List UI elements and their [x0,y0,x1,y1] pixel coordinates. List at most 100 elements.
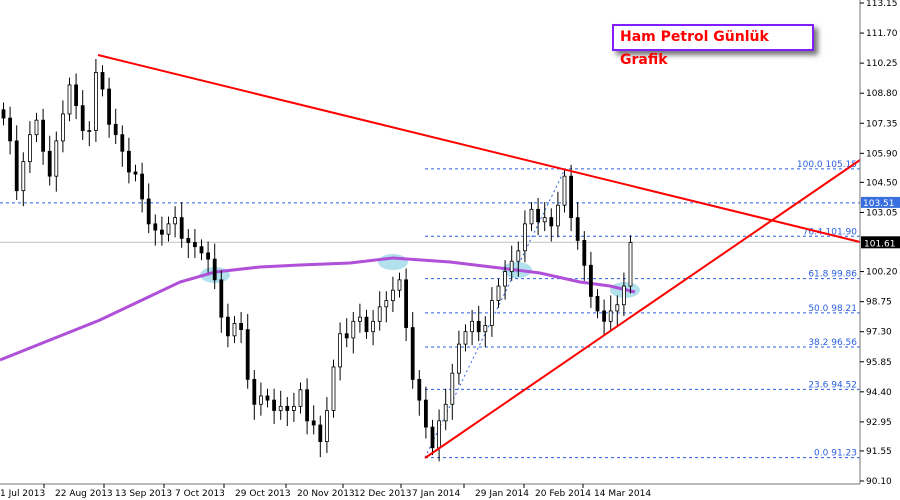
candle-body [470,320,475,333]
candle-body [1,109,6,119]
candle-body [265,395,270,401]
candle-body [179,217,184,239]
fib-level-label: 38.2 96.56 [808,338,857,348]
candle-body [14,140,19,192]
candle-body [27,134,32,163]
current-price-label: 101.61 [864,239,896,249]
candle-body [450,372,455,405]
candle-body [34,119,39,136]
candle-body [410,327,415,380]
price-tick-label: 94.40 [866,388,892,398]
price-tick-label: 98.75 [866,298,892,308]
price-tick-label: 113.15 [866,0,898,9]
price-tick-label: 95.85 [866,358,892,368]
fib-level-label: 50.0 98.21 [808,304,857,314]
ascending-trendline [424,159,861,459]
candle-body [212,258,217,281]
candle-body [489,300,494,326]
candle-body [258,395,263,405]
candle-body [430,426,435,449]
fib-level-label: 61.8 99.86 [808,270,857,280]
time-tick-label: 1 Jul 2013 [0,489,45,499]
candle-body [153,223,158,231]
marked-level-label: 103.51 [863,199,895,209]
candle-body [305,389,310,422]
candle-body [80,105,85,131]
fib-level-label: 0.0 91.23 [814,449,857,459]
price-tick-label: 91.55 [866,447,892,457]
candle-body [404,279,409,328]
candle-body [8,117,13,142]
candle-body [61,113,65,142]
marked-level-badge [861,196,900,208]
candle-body [463,331,468,345]
candle-body [199,246,204,254]
candle-body [94,72,98,131]
candle-body [318,424,323,442]
candle-body [562,175,567,206]
candle-body [496,285,501,301]
price-tick-label: 97.30 [866,328,892,338]
candle-body [87,130,92,132]
price-tick-label: 100.20 [866,268,898,278]
price-tick-label: 108.80 [866,89,898,99]
candle-body [291,405,296,411]
candle-body [74,84,78,107]
current-price-badge [861,236,900,249]
candle-body [628,242,633,287]
candle-body [225,316,230,337]
candle-body [252,378,257,405]
candle-body [186,237,191,243]
candle-body [324,410,329,442]
candle-body [483,325,488,333]
candle-body [390,289,395,301]
candle-body [41,119,45,152]
candle-body [146,198,151,225]
time-tick-label: 20 Feb 2014 [535,489,591,499]
candle-body [351,320,356,339]
candle-body [272,399,277,411]
candle-body [21,161,26,192]
time-tick-label: 12 Dec 2013 [354,489,412,499]
price-tick-label: 110.25 [866,59,898,69]
candle-body [542,217,547,223]
time-tick-label: 22 Aug 2013 [55,489,113,499]
candle-body [120,134,125,152]
price-tick-label: 90.10 [866,477,892,487]
fib-level-label: 23.6 94.52 [808,380,857,390]
fib-level-label: 76.4 101.90 [803,227,858,237]
candle-body [589,264,593,297]
candle-body [622,285,626,306]
candle-body [371,320,376,333]
price-tick-label: 104.50 [866,178,898,188]
candle-body [159,229,164,235]
price-tick-label: 92.95 [866,418,892,428]
candle-body [357,316,362,322]
candle-body [602,310,606,322]
candle-body [278,405,283,411]
candle-body [100,72,105,90]
candle-body [113,123,118,136]
candle-body [311,420,316,426]
candle-body [443,403,448,422]
moving-average-line [0,256,636,362]
price-tick-label: 103.05 [866,208,898,218]
highlight-ellipse [378,254,408,270]
candle-body [206,252,211,260]
candle-body [397,279,402,291]
candle-body [338,333,343,368]
time-tick-label: 29 Oct 2013 [235,489,291,499]
time-tick-label: 29 Jan 2014 [475,489,529,499]
candle-body [536,208,540,223]
candle-body [344,333,349,339]
candle-body [456,343,461,374]
candle-body [509,260,514,272]
candle-body [377,306,382,322]
candle-body [245,329,250,380]
candle-body [239,322,244,331]
candle-body [219,279,224,318]
candle-body [529,208,534,225]
time-tick-label: 14 Mar 2014 [594,489,651,499]
